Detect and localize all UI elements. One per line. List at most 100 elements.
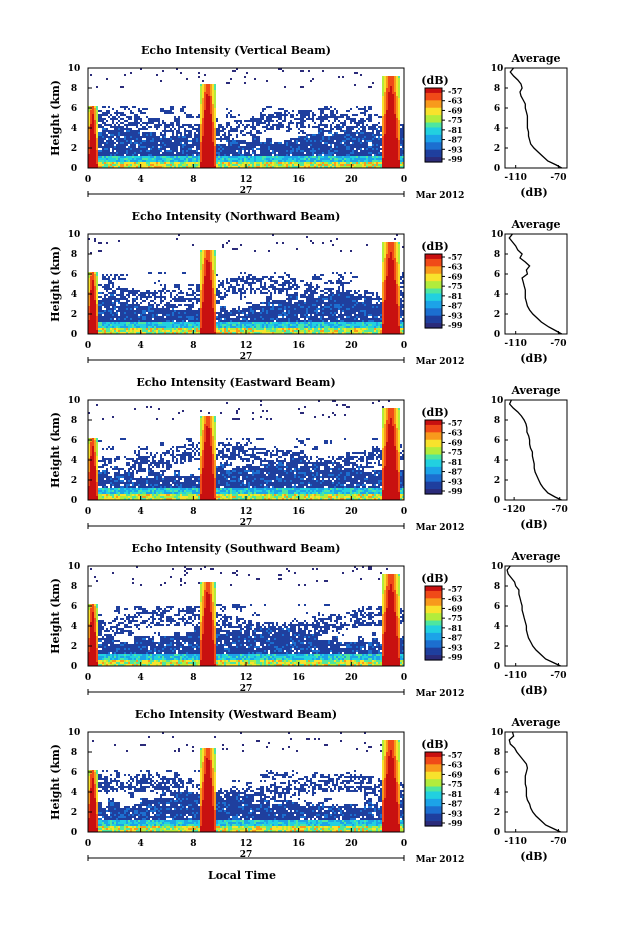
y-tick-label: 6 bbox=[71, 270, 77, 280]
y-tick-label: 0 bbox=[71, 330, 77, 340]
x-tick-label: 4 bbox=[138, 507, 144, 517]
x-tick-label: 0 bbox=[401, 175, 407, 185]
profile-x-tick-label: -70 bbox=[550, 837, 566, 847]
profile-x-tick-label: -70 bbox=[552, 505, 568, 515]
colorbar-tick-label: -81 bbox=[448, 789, 462, 799]
profile-line bbox=[509, 67, 563, 169]
profile-x-tick-label: -110 bbox=[504, 173, 527, 183]
y-axis-label: Height (km) bbox=[49, 744, 62, 820]
profile-y-tick-label: 6 bbox=[494, 270, 500, 280]
panel-title: Echo Intensity (Northward Beam) bbox=[132, 210, 341, 223]
heatmap-cells bbox=[88, 400, 404, 500]
profile-x-tick-label: -110 bbox=[504, 671, 527, 681]
profile-y-tick-label: 10 bbox=[491, 230, 504, 240]
y-tick-label: 0 bbox=[71, 164, 77, 174]
x-tick-label: 20 bbox=[345, 341, 358, 351]
y-tick-label: 10 bbox=[68, 64, 81, 74]
day-label: 27 bbox=[240, 352, 253, 362]
profile-line bbox=[508, 399, 562, 501]
x-tick-label: 8 bbox=[190, 507, 196, 517]
colorbar-tick-label: -63 bbox=[448, 760, 463, 770]
colorbar bbox=[425, 752, 442, 827]
y-tick-label: 10 bbox=[68, 728, 81, 738]
x-tick-label: 4 bbox=[138, 341, 144, 351]
profile-y-tick-label: 4 bbox=[494, 290, 500, 300]
x-tick-label: 0 bbox=[401, 673, 407, 683]
y-tick-label: 4 bbox=[71, 290, 77, 300]
colorbar-unit-label: (dB) bbox=[421, 572, 448, 585]
y-tick-label: 10 bbox=[68, 230, 81, 240]
profile-y-tick-label: 2 bbox=[494, 642, 500, 652]
profile-y-tick-label: 2 bbox=[494, 476, 500, 486]
x-tick-label: 0 bbox=[85, 839, 91, 849]
y-tick-label: 6 bbox=[71, 768, 77, 778]
profile-title: Average bbox=[510, 550, 560, 563]
date-label: Mar 2012 bbox=[416, 357, 465, 367]
colorbar-unit-label: (dB) bbox=[421, 74, 448, 87]
profile-x-axis-label: (dB) bbox=[520, 850, 547, 863]
profile-y-tick-label: 6 bbox=[494, 602, 500, 612]
colorbar-tick-label: -69 bbox=[448, 603, 463, 613]
colorbar-tick-label: -69 bbox=[448, 105, 463, 115]
colorbar-tick-label: -93 bbox=[448, 476, 463, 486]
y-tick-label: 8 bbox=[71, 748, 77, 758]
profile-frame bbox=[504, 565, 568, 667]
x-tick-label: 20 bbox=[345, 175, 358, 185]
colorbar-unit-label: (dB) bbox=[421, 240, 448, 253]
x-tick-label: 16 bbox=[292, 341, 305, 351]
colorbar-tick-label: -99 bbox=[448, 818, 463, 828]
colorbar-tick-label: -75 bbox=[448, 281, 462, 291]
y-tick-label: 2 bbox=[71, 476, 77, 486]
colorbar bbox=[425, 420, 442, 495]
profile-x-tick-label: -110 bbox=[504, 339, 527, 349]
colorbar-tick-label: -63 bbox=[448, 428, 463, 438]
profile-y-tick-label: 2 bbox=[494, 144, 500, 154]
x-axis-label: Local Time bbox=[208, 869, 276, 882]
colorbar-tick-label: -75 bbox=[448, 447, 462, 457]
panel-5 bbox=[87, 731, 568, 861]
day-label: 27 bbox=[240, 850, 253, 860]
colorbar-tick-label: -63 bbox=[448, 262, 463, 272]
colorbar-tick-label: -57 bbox=[448, 750, 462, 760]
profile-y-tick-label: 10 bbox=[491, 728, 504, 738]
y-tick-label: 6 bbox=[71, 104, 77, 114]
colorbar-unit-label: (dB) bbox=[421, 738, 448, 751]
profile-y-tick-label: 10 bbox=[491, 64, 504, 74]
colorbar-frame bbox=[424, 87, 443, 163]
x-tick-label: 0 bbox=[85, 507, 91, 517]
profile-line bbox=[506, 565, 561, 667]
colorbar-tick-label: -75 bbox=[448, 115, 462, 125]
x-tick-label: 16 bbox=[292, 175, 305, 185]
y-tick-label: 8 bbox=[71, 582, 77, 592]
y-tick-label: 4 bbox=[71, 788, 77, 798]
heatmap-cells bbox=[88, 566, 404, 666]
colorbar bbox=[425, 88, 442, 163]
colorbar-tick-label: -93 bbox=[448, 144, 463, 154]
colorbar-tick-label: -87 bbox=[448, 301, 462, 311]
profile-title: Average bbox=[510, 384, 560, 397]
profile-y-tick-label: 6 bbox=[494, 768, 500, 778]
profile-x-tick-label: -70 bbox=[550, 671, 566, 681]
panel-title: Echo Intensity (Vertical Beam) bbox=[141, 44, 331, 57]
colorbar-tick-label: -99 bbox=[448, 320, 463, 330]
x-tick-label: 0 bbox=[401, 341, 407, 351]
profile-x-axis-label: (dB) bbox=[520, 684, 547, 697]
x-tick-label: 20 bbox=[345, 839, 358, 849]
colorbar-tick-label: -99 bbox=[448, 154, 463, 164]
x-tick-label: 0 bbox=[85, 175, 91, 185]
profile-frame bbox=[504, 399, 568, 501]
colorbar-tick-label: -63 bbox=[448, 594, 463, 604]
colorbar-tick-label: -57 bbox=[448, 252, 462, 262]
panel-4 bbox=[87, 565, 568, 695]
y-axis-label: Height (km) bbox=[49, 412, 62, 488]
heatmap-cells bbox=[88, 234, 404, 334]
y-axis-label: Height (km) bbox=[49, 578, 62, 654]
y-tick-label: 4 bbox=[71, 622, 77, 632]
x-tick-label: 16 bbox=[292, 507, 305, 517]
colorbar-tick-label: -93 bbox=[448, 808, 463, 818]
colorbar-frame bbox=[424, 419, 443, 495]
profile-x-tick-label: -70 bbox=[550, 339, 566, 349]
colorbar-tick-label: -87 bbox=[448, 135, 462, 145]
profile-y-tick-label: 0 bbox=[494, 330, 500, 340]
profile-title: Average bbox=[510, 218, 560, 231]
